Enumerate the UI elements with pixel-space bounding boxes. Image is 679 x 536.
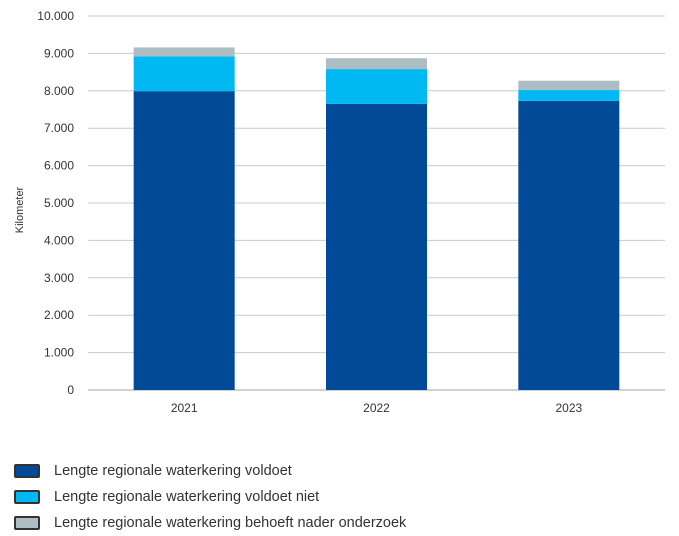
- y-tick-label: 3.000: [44, 271, 74, 285]
- bars: [133, 47, 620, 390]
- x-tick-label: 2021: [171, 401, 198, 415]
- y-tick-label: 1.000: [44, 346, 74, 360]
- y-axis-ticks: 0 1.000 2.000 3.000 4.000 5.000 6.000 7.000 8.00…: [37, 9, 74, 397]
- bar-segment-2023-series-3: [518, 80, 620, 91]
- legend-swatch: [14, 464, 40, 478]
- legend-label: Lengte regionale waterkering voldoet nie…: [54, 489, 320, 505]
- legend-item: Lengte regionale waterkering behoeft nad…: [14, 510, 406, 536]
- bar-segment-2021-series-3: [133, 47, 235, 57]
- legend-label: Lengte regionale waterkering behoeft nad…: [54, 515, 407, 531]
- stacked-bar-chart: 0 1.000 2.000 3.000 4.000 5.000 6.000 7.000 8.00…: [14, 9, 665, 415]
- bar-segment-2021-series-2: [133, 56, 235, 92]
- legend-item: Lengte regionale waterkering voldoet nie…: [14, 484, 406, 510]
- legend-label: Lengte regionale waterkering voldoet: [54, 463, 292, 479]
- bar-segment-2023-series-1: [518, 100, 620, 390]
- legend-swatch: [14, 516, 40, 530]
- legend-swatch: [14, 490, 40, 504]
- y-tick-label: 8.000: [44, 84, 74, 98]
- x-tick-label: 2023: [555, 401, 582, 415]
- legend: Lengte regionale waterkering voldoet Leng…: [14, 458, 406, 536]
- y-tick-label: 4.000: [44, 233, 74, 247]
- y-tick-label: 5.000: [44, 196, 74, 210]
- y-tick-label: 0: [67, 383, 74, 397]
- legend-item: Lengte regionale waterkering voldoet: [14, 458, 406, 484]
- y-tick-label: 9.000: [44, 46, 74, 60]
- y-axis-label: Kilometer: [14, 186, 26, 233]
- y-tick-label: 10.000: [37, 9, 74, 23]
- x-tick-label: 2022: [363, 401, 390, 415]
- y-tick-label: 6.000: [44, 159, 74, 173]
- bar-segment-2022-series-1: [326, 103, 427, 390]
- bar-segment-2023-series-2: [518, 90, 620, 101]
- bar-segment-2022-series-3: [326, 58, 427, 70]
- y-tick-label: 7.000: [44, 121, 74, 135]
- x-axis-ticks: 2021 2022 2023: [171, 401, 583, 415]
- bar-segment-2022-series-2: [326, 69, 427, 104]
- y-tick-label: 2.000: [44, 308, 74, 322]
- bar-segment-2021-series-1: [133, 91, 235, 390]
